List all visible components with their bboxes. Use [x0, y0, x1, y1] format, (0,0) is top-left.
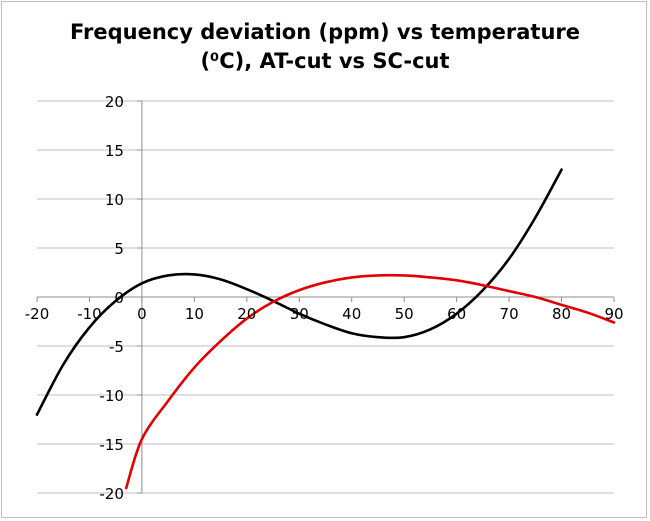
x-tick-label-9: 70: [500, 305, 519, 323]
y-tick-label-7: 15: [105, 142, 124, 160]
y-tick-label-6: 10: [105, 191, 124, 209]
chart-title-line-2: (⁰C), AT-cut vs SC-cut: [200, 49, 450, 73]
x-tick-label-10: 80: [552, 305, 571, 323]
y-tick-label-5: 5: [114, 240, 124, 258]
x-tick-label-0: -20: [25, 305, 50, 323]
chart-title: Frequency deviation (ppm) vs temperature…: [0, 18, 650, 76]
series-group: [35, 168, 616, 490]
y-tick-label-0: -20: [99, 485, 124, 503]
x-tick-label-11: 90: [604, 305, 623, 323]
x-tick-label-2: 0: [137, 305, 147, 323]
gridlines: [37, 100, 614, 494]
y-tick-label-4: 0: [114, 289, 124, 307]
x-tick-label-5: 30: [290, 305, 309, 323]
x-tick-label-1: -10: [77, 305, 102, 323]
series-line-0: [35, 168, 563, 416]
y-tick-label-3: -5: [109, 338, 124, 356]
y-tick-label-1: -15: [99, 436, 124, 454]
axes: [36, 100, 615, 494]
x-tick-label-4: 20: [237, 305, 256, 323]
x-tick-label-6: 40: [342, 305, 361, 323]
y-tick-label-8: 20: [105, 93, 124, 111]
y-tick-label-2: -10: [99, 387, 124, 405]
series-line-1: [124, 273, 616, 490]
x-tick-label-7: 50: [395, 305, 414, 323]
x-tick-label-8: 60: [447, 305, 466, 323]
x-tick-label-3: 10: [185, 305, 204, 323]
tick-labels: -20 -10 0 10 20 30 40 50 60 70 80 90 -20 -15 -10 -5 0 5 10…: [25, 93, 624, 503]
chart-title-line-1: Frequency deviation (ppm) vs temperature: [70, 20, 580, 44]
